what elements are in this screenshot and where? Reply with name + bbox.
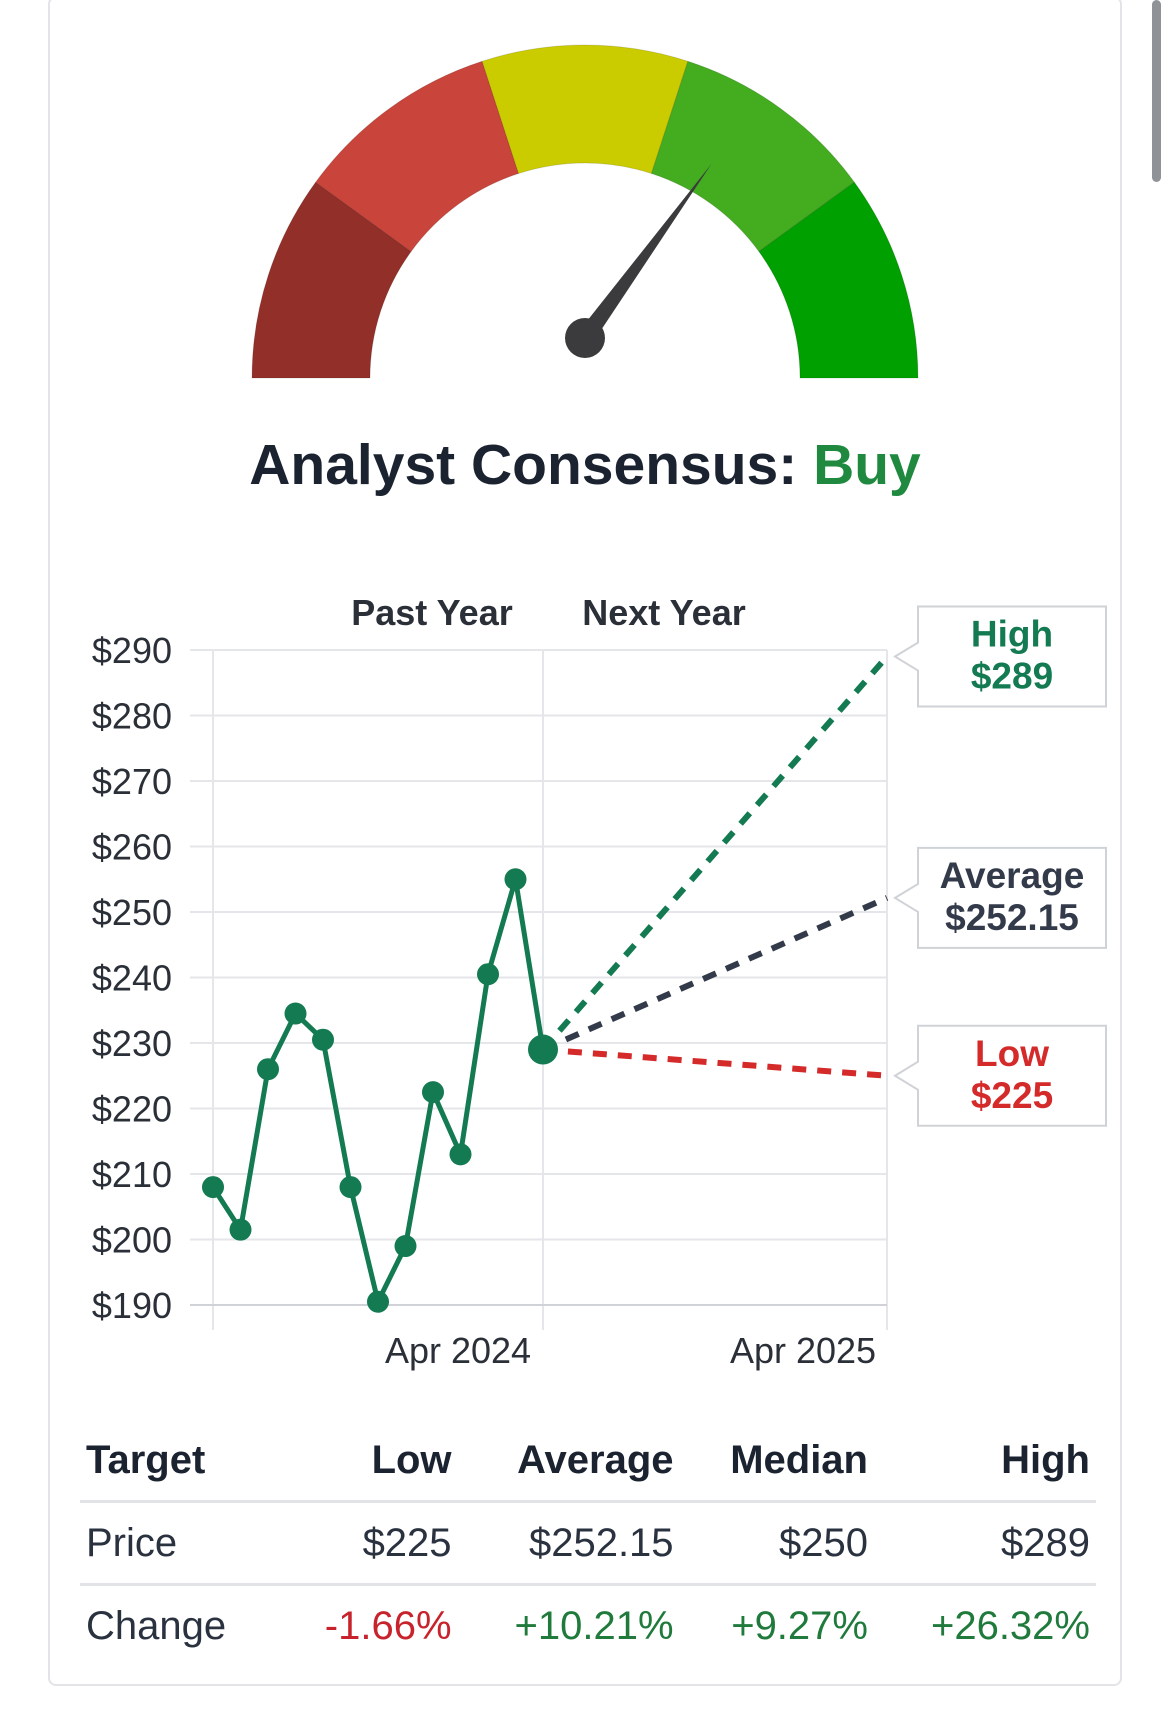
scrollbar[interactable] [1152, 0, 1161, 182]
callout-value: $225 [971, 1075, 1053, 1116]
callout-value: $252.15 [945, 897, 1079, 938]
change-label: Change [86, 1603, 227, 1648]
callout-box [893, 605, 1107, 708]
callout-average: Average$252.15 [893, 846, 1107, 949]
projection-line-low [542, 1046, 888, 1079]
gauge-needle-hub [565, 318, 605, 358]
projection-line-high [540, 654, 890, 1052]
price-point [202, 1176, 224, 1199]
price-point [312, 1028, 334, 1051]
callout-box [893, 1024, 1107, 1127]
price-point [449, 1143, 472, 1166]
price-target-table: Target Low Average Median High Price $22… [80, 1420, 1096, 1666]
price-target-chart: $290 $280 $270 $260 $250 $240 $230 $220 $210 $200… [92, 592, 1107, 1371]
header-average: Average [457, 1420, 680, 1503]
y-tick-label: $280 [92, 696, 172, 737]
header-target: Target [80, 1420, 278, 1503]
y-tick-label: $270 [92, 761, 172, 802]
consensus-value: Buy [813, 433, 921, 497]
callout-name: Low [975, 1033, 1049, 1074]
header-median: Median [679, 1420, 874, 1503]
price-high: $289 [873, 1501, 1096, 1586]
price-point [504, 868, 527, 891]
price-point [422, 1081, 444, 1104]
price-history-line [210, 876, 546, 1305]
price-label: Price [80, 1501, 278, 1586]
gauge-segment-hold [481, 44, 689, 175]
header-low: Low [277, 1420, 458, 1503]
x-tick-label: Apr 2024 [385, 1330, 531, 1371]
projection-line-average [541, 895, 889, 1053]
next-year-label: Next Year [582, 592, 745, 633]
y-tick-label: $290 [92, 630, 172, 671]
y-tick-label: $190 [92, 1285, 172, 1326]
price-point [257, 1058, 279, 1081]
price-point [477, 963, 499, 986]
gauge-segment-sell [314, 60, 520, 253]
y-tick-label: $260 [92, 827, 172, 868]
change-low: -1.66% [324, 1603, 452, 1648]
table-row-price: Price $225 $252.15 $250 $289 [80, 1501, 1096, 1586]
y-tick-label: $200 [92, 1220, 172, 1261]
consensus-heading: Analyst Consensus: Buy [0, 432, 1170, 498]
table-header-row: Target Low Average Median High [80, 1420, 1096, 1503]
callout-value: $289 [971, 656, 1053, 697]
change-median: +9.27% [731, 1603, 868, 1648]
price-point [367, 1290, 389, 1313]
y-tick-label: $230 [92, 1023, 172, 1064]
price-average: $252.15 [457, 1501, 680, 1586]
header-high: High [873, 1420, 1096, 1503]
callout-high: High$289 [893, 605, 1107, 708]
callout-low: Low$225 [893, 1024, 1107, 1127]
price-point [528, 1034, 558, 1065]
table-row-change: Change -1.66% +10.21% +9.27% +26.32% [80, 1585, 1096, 1667]
price-point [339, 1176, 362, 1199]
gauge-segment-strong-sell [251, 181, 412, 379]
callout-name: High [971, 614, 1053, 655]
callout-box [893, 846, 1107, 949]
consensus-label: Analyst Consensus: [249, 433, 798, 497]
price-median: $250 [679, 1501, 874, 1586]
price-point [229, 1218, 252, 1241]
y-tick-label: $240 [92, 958, 172, 999]
x-tick-label: Apr 2025 [730, 1330, 876, 1371]
y-tick-label: $210 [92, 1154, 172, 1195]
price-point [394, 1235, 417, 1258]
change-high: +26.32% [930, 1603, 1090, 1648]
price-target-card [48, 0, 1122, 1686]
callout-name: Average [940, 855, 1085, 896]
price-point [284, 1002, 307, 1025]
gauge-needle [565, 164, 712, 358]
y-tick-label: $250 [92, 892, 172, 933]
change-average: +10.21% [514, 1603, 674, 1648]
past-year-label: Past Year [351, 592, 512, 633]
y-tick-label: $220 [92, 1089, 172, 1130]
price-low: $225 [277, 1501, 458, 1586]
gauge-segment-strong-buy [758, 181, 919, 379]
consensus-gauge [251, 44, 919, 379]
